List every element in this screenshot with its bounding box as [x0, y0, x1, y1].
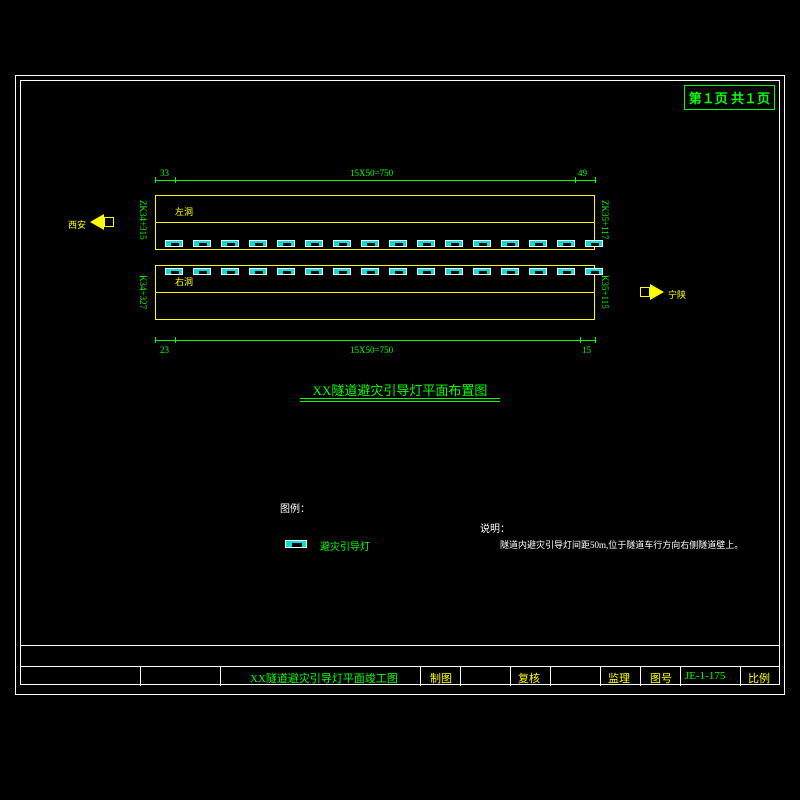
top-dim-line	[155, 180, 595, 181]
tb-sep	[680, 666, 681, 686]
tb-check: 复核	[518, 670, 540, 686]
arrow-right-box	[640, 287, 650, 297]
dim-tick	[155, 177, 156, 183]
guide-light	[473, 240, 491, 247]
legend-light-icon	[285, 540, 307, 548]
bottom-dim-right: 15	[582, 345, 591, 355]
guide-light	[445, 240, 463, 247]
notes-text: 隧道内避灾引导灯间距50m,位于隧道车行方向右侧隧道壁上。	[500, 538, 760, 551]
guide-light	[389, 240, 407, 247]
dim-tick	[155, 337, 156, 343]
guide-light	[361, 268, 379, 275]
notes-header: 说明：	[480, 520, 510, 535]
guide-light	[557, 240, 575, 247]
tb-sep	[600, 666, 601, 686]
guide-light	[277, 268, 295, 275]
guide-light	[221, 268, 239, 275]
guide-light	[473, 268, 491, 275]
tb-sep	[420, 666, 421, 686]
bottom-dim-line	[155, 340, 595, 341]
tb-sep	[740, 666, 741, 686]
tb-sep	[550, 666, 551, 686]
bottom-dim-left: 23	[160, 345, 169, 355]
title-underline2	[300, 401, 500, 402]
bottom-dim-main: 15X50=750	[350, 345, 393, 355]
tb-draw: 制图	[430, 670, 452, 686]
tb-number-label: 图号	[650, 670, 672, 686]
right-dest: 宁陕	[668, 288, 686, 301]
guide-light	[305, 240, 323, 247]
legend-header: 图例：	[280, 500, 310, 515]
tb-sep	[640, 666, 641, 686]
guide-light	[305, 268, 323, 275]
tb-supervise: 监理	[608, 670, 630, 686]
guide-light	[249, 240, 267, 247]
dim-tick	[175, 177, 176, 183]
top-dim-main: 15X50=750	[350, 168, 393, 178]
guide-light	[529, 268, 547, 275]
tb-sep	[220, 666, 221, 686]
right-station-top: ZK35+117	[600, 200, 610, 239]
top-dim-right: 49	[578, 168, 587, 178]
guide-light	[529, 240, 547, 247]
dim-tick	[175, 337, 176, 343]
dim-tick	[580, 337, 581, 343]
page-indicator: 第１页 共１页	[684, 85, 775, 110]
guide-light	[585, 268, 603, 275]
tb-drawing-name: XX隧道避灾引导灯平面竣工图	[250, 670, 398, 686]
guide-light	[501, 240, 519, 247]
dim-tick	[595, 177, 596, 183]
left-station-bot: K34+327	[138, 275, 148, 309]
left-dest: 西安	[68, 218, 86, 231]
right-station-bot: K35+115	[600, 275, 610, 309]
drawing-title: XX隧道避灾引导灯平面布置图	[0, 380, 800, 399]
tunnel-upper-centerline	[155, 222, 595, 223]
guide-light	[193, 240, 211, 247]
guide-light	[333, 268, 351, 275]
tb-sep	[510, 666, 511, 686]
tb-number-value: JE-1-175	[685, 670, 725, 682]
guide-light	[445, 268, 463, 275]
dim-tick	[575, 177, 576, 183]
guide-light	[249, 268, 267, 275]
tb-sep	[460, 666, 461, 686]
arrow-left-box	[104, 217, 114, 227]
guide-light	[361, 240, 379, 247]
guide-light	[277, 240, 295, 247]
legend-item: 避灾引导灯	[320, 538, 370, 553]
guide-light	[165, 240, 183, 247]
guide-light	[585, 240, 603, 247]
arrow-right-icon	[650, 284, 664, 300]
guide-light	[333, 240, 351, 247]
tb-divider	[20, 666, 780, 667]
tb-scale: 比例	[748, 670, 770, 686]
guide-light	[417, 268, 435, 275]
tunnel-top-label: 左洞	[175, 205, 193, 218]
dim-tick	[595, 337, 596, 343]
left-station-top: ZK34+315	[138, 200, 148, 240]
guide-light	[389, 268, 407, 275]
arrow-left-icon	[90, 214, 104, 230]
guide-light	[193, 268, 211, 275]
tunnel-bot-label: 右洞	[175, 275, 193, 288]
guide-light	[165, 268, 183, 275]
titleblock: XX隧道避灾引导灯平面竣工图 制图 复核 监理 图号 JE-1-175 比例	[20, 645, 780, 685]
tb-sep	[140, 666, 141, 686]
guide-light	[501, 268, 519, 275]
tunnel-lower-centerline	[155, 292, 595, 293]
title-underline	[300, 398, 500, 399]
guide-light	[557, 268, 575, 275]
top-dim-left: 33	[160, 168, 169, 178]
guide-light	[417, 240, 435, 247]
guide-light	[221, 240, 239, 247]
